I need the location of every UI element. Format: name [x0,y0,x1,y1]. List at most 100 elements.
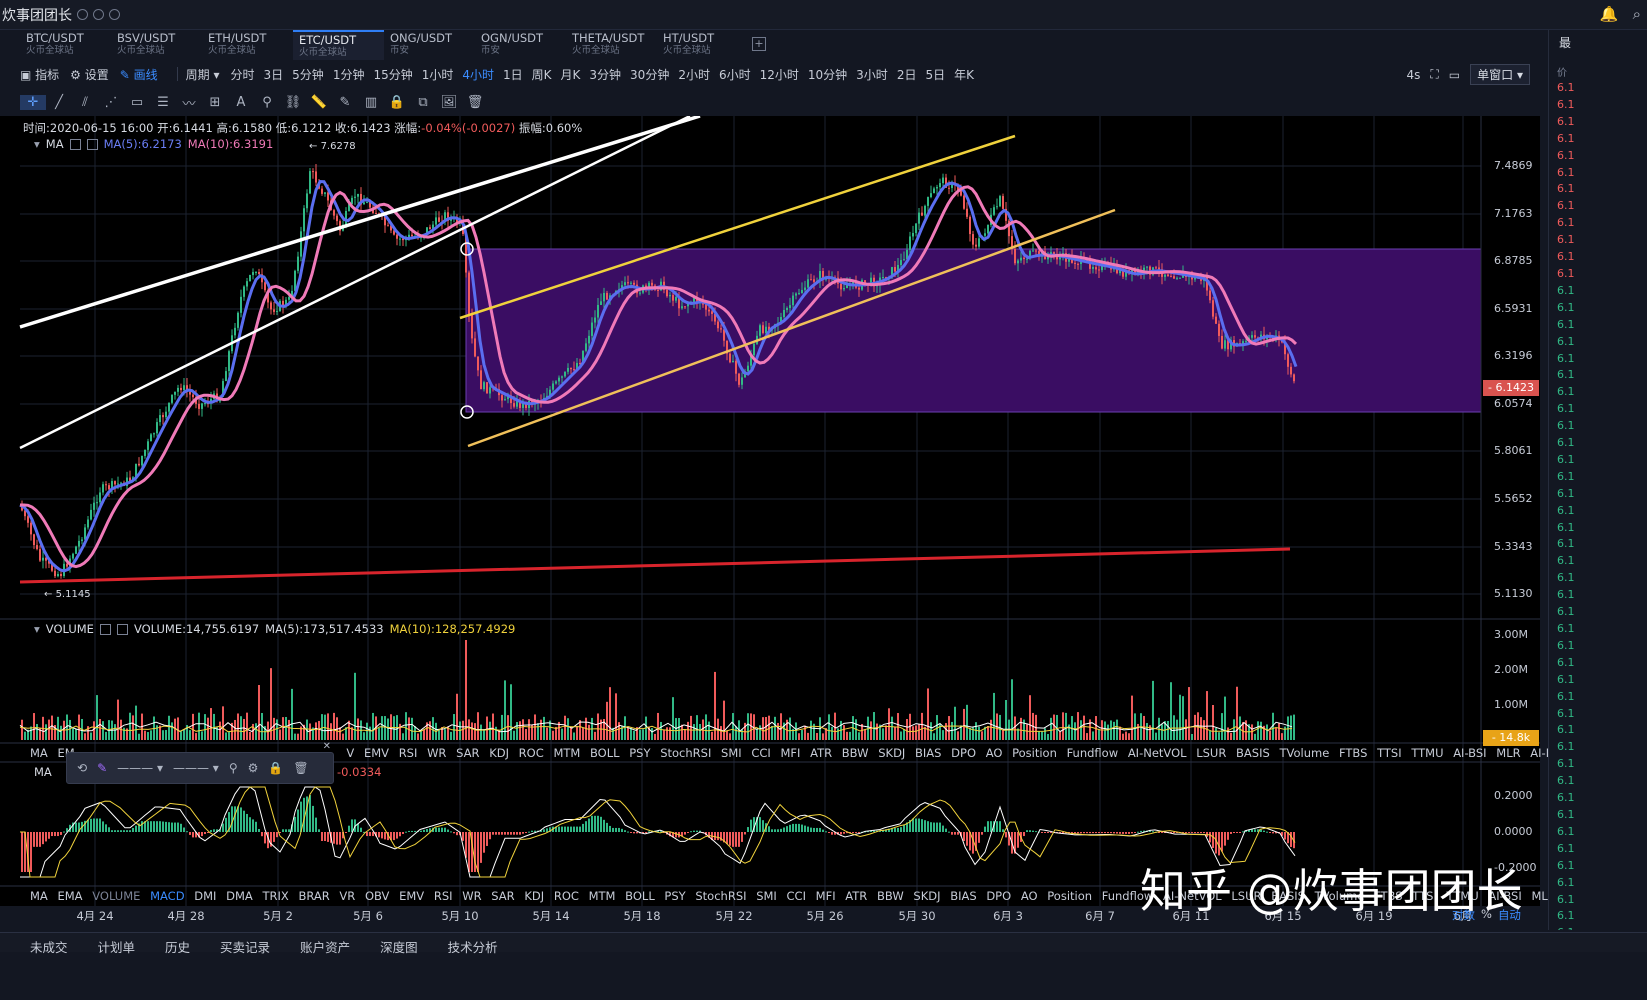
indicator-rsi[interactable]: RSI [433,889,453,903]
image-tool-icon[interactable]: 🖼 [440,94,458,110]
wave-tool-icon[interactable]: 〰 [182,96,196,112]
indicator-cci[interactable]: CCI [786,889,806,903]
indicator-trix[interactable]: TRIX [262,889,289,903]
indicator-ai-netvol[interactable]: AI-NetVOL [1162,889,1222,903]
indicator-cci[interactable]: CCI [751,746,771,760]
indicator-dma[interactable]: DMA [226,889,253,903]
period-option[interactable]: 2小时 [678,67,710,82]
period-option[interactable]: 6小时 [718,67,751,82]
bell-icon[interactable]: 🔔 [1599,5,1619,23]
lock-icon[interactable]: 🔒 [268,761,284,775]
indicator-wr[interactable]: WR [427,746,447,760]
indicator-skdj[interactable]: SKDJ [913,889,941,903]
indicator-position[interactable]: Position [1047,889,1093,903]
indicator-position[interactable]: Position [1012,746,1057,760]
indicator-dpo[interactable]: DPO [986,889,1012,903]
ma-settings-icon[interactable] [69,138,81,150]
volume-close-icon[interactable] [116,623,128,635]
indicator-basis[interactable]: BASIS [1271,889,1305,903]
indicator-mfi[interactable]: MFI [815,889,836,903]
tab-bsv-usdt[interactable]: BSV/USDT 火币全球站 [111,30,202,60]
fib-tool-icon[interactable]: ⫽ [82,94,88,110]
indicator-stochrsi[interactable]: StochRSI [695,889,747,903]
fullscreen-icon[interactable]: ⛶ [1430,67,1439,81]
scale-option[interactable]: 自动 [1497,908,1521,922]
period-option[interactable]: 4小时 [462,67,495,82]
lock-tool-icon[interactable]: 🔒 [388,94,406,110]
indicator-ma[interactable]: MA [30,746,48,760]
line-tool-icon[interactable]: ╱ [55,94,63,110]
text-tool-icon[interactable]: A [236,94,246,110]
indicator-ttsi[interactable]: TTSI [1412,889,1437,903]
add-tab-button[interactable]: + [752,37,766,51]
indicator-dmi[interactable]: DMI [194,889,217,903]
indicator-ttmu[interactable]: TTMU [1446,889,1479,903]
indicator-ttsi[interactable]: TTSI [1377,746,1402,760]
period-option[interactable]: 15分钟 [373,67,413,82]
indicator-mfi[interactable]: MFI [780,746,801,760]
indicator-volume[interactable]: VOLUME [92,889,141,903]
indicator-ai-bsi[interactable]: AI-BSI [1488,889,1522,903]
indicator-atr[interactable]: ATR [845,889,868,903]
indicator-boll[interactable]: BOLL [625,889,655,903]
indicator-lsur[interactable]: LSUR [1231,889,1262,903]
link-tool-icon[interactable]: ⛓ [284,94,302,110]
pen-color-icon[interactable]: ✎ [97,761,108,775]
indicator-ao[interactable]: AO [985,746,1003,760]
indicator-dpo[interactable]: DPO [951,746,976,760]
period-option[interactable]: 12小时 [759,67,799,82]
indicator-skdj[interactable]: SKDJ [878,746,906,760]
period-option[interactable]: 分时 [230,67,255,82]
bottom-tab[interactable]: 技术分析 [447,940,498,955]
pen-tool-icon[interactable]: ✎ [339,94,351,110]
indicator-ttmu[interactable]: TTMU [1411,746,1444,760]
indicator-wr[interactable]: WR [462,889,482,903]
indicator-psy[interactable]: PSY [664,889,686,903]
sync-icon[interactable]: ⟲ [77,761,88,775]
indicator-sar[interactable]: SAR [491,889,515,903]
bottom-tab[interactable]: 深度图 [380,940,418,955]
indicator-sar[interactable]: SAR [456,746,480,760]
period-option[interactable]: 年K [954,67,974,82]
indicator-lsur[interactable]: LSUR [1196,746,1227,760]
indicator-ftbs[interactable]: FTBS [1374,889,1403,903]
indicator-mlr[interactable]: MLR [1496,746,1521,760]
period-option[interactable]: 月K [560,67,581,82]
grid-tool-icon[interactable]: ⊞ [209,94,221,110]
bottom-tab[interactable]: 未成交 [30,940,68,955]
indicator-v[interactable]: V [346,746,355,760]
period-option[interactable]: 5分钟 [292,67,324,82]
link-icon[interactable] [109,9,120,20]
indicator-smi[interactable]: SMI [721,746,742,760]
period-option[interactable]: 3小时 [856,67,888,82]
gear-icon[interactable]: ⚙ [247,761,259,775]
line-style-select[interactable]: ——— ▾ [117,761,163,775]
indicator-boll[interactable]: BOLL [590,746,620,760]
period-option[interactable]: 2日 [896,67,917,82]
weibo-icon[interactable] [77,9,88,20]
volume-settings-icon[interactable] [99,623,111,635]
indicator-rsi[interactable]: RSI [398,746,418,760]
indicator-vr[interactable]: VR [339,889,356,903]
trash-icon[interactable]: 🗑 [293,761,309,775]
tab-ogn-usdt[interactable]: OGN/USDT 币安 [475,30,566,60]
indicator-kdj[interactable]: KDJ [489,746,509,760]
period-option[interactable]: 周K [531,67,552,82]
indicator-obv[interactable]: OBV [364,889,390,903]
scale-option[interactable]: 对数 [1452,908,1475,922]
indicator-psy[interactable]: PSY [629,746,651,760]
draw-button[interactable]: ✎ 画线 [119,67,158,82]
indicator-brar[interactable]: BRAR [298,889,330,903]
window-select[interactable]: 单窗口 ▾ [1470,64,1530,85]
settings-button[interactable]: ⚙ 设置 [70,67,109,82]
indicator-bbw[interactable]: BBW [841,746,869,760]
close-icon[interactable]: ✕ [322,741,331,752]
period-option[interactable]: 5日 [925,67,946,82]
bottom-tab[interactable]: 历史 [165,940,191,955]
indicator-basis[interactable]: BASIS [1236,746,1270,760]
indicator-ema[interactable]: EMA [57,889,83,903]
bottom-tab[interactable]: 买卖记录 [220,940,271,955]
ma-close-icon[interactable] [86,138,98,150]
period-option[interactable]: 1小时 [421,67,454,82]
indicator-stochrsi[interactable]: StochRSI [660,746,712,760]
